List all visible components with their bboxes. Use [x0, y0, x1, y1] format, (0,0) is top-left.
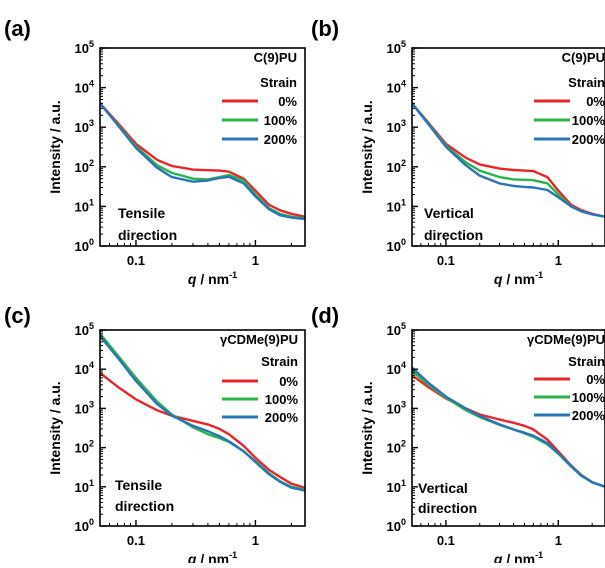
legend-label: 100% — [572, 390, 605, 405]
legend-label: 200% — [264, 132, 298, 147]
sample-name: γCDMe(9)PU — [527, 332, 605, 347]
y-tick-label: 103 — [387, 118, 406, 135]
plot-frame — [99, 47, 306, 247]
x-axis-label: q / nm-1 — [188, 550, 237, 563]
legend-label: 200% — [572, 132, 605, 147]
y-tick-label: 103 — [75, 399, 94, 416]
y-tick-label: 100 — [387, 517, 406, 534]
legend-title: Strain — [261, 354, 298, 369]
panel-label: (b) — [311, 16, 339, 41]
legend-label: 100% — [572, 113, 605, 128]
x-tick-label: 1 — [252, 253, 259, 268]
y-tick-label: 104 — [387, 79, 406, 96]
x-tick-label: 0.1 — [437, 533, 455, 548]
y-tick-label: 100 — [75, 237, 94, 254]
x-axis-label: q / nm-1 — [494, 550, 543, 563]
y-tick-label: 103 — [75, 118, 94, 135]
direction-label-line2: direction — [118, 227, 177, 243]
x-axis-label: q / nm-1 — [494, 270, 543, 287]
series-line-200pct — [100, 335, 305, 492]
panel-label: (a) — [4, 16, 31, 41]
legend-title: Strain — [568, 354, 605, 369]
legend-label: 0% — [278, 94, 297, 109]
legend-title: Strain — [568, 75, 605, 90]
y-tick-label: 104 — [75, 79, 94, 96]
y-axis-label: Intensity / a.u. — [47, 100, 63, 193]
series-line-0pct — [100, 372, 305, 489]
chart-panel-b: (b) 100 101 102 103 104 105 0.1 1 q / nm-1 Intensi… — [311, 16, 605, 287]
y-axis-label: Intensity / a.u. — [47, 381, 63, 474]
y-tick-label: 100 — [387, 237, 406, 254]
x-tick-label: 1 — [555, 533, 562, 548]
y-tick-label: 102 — [75, 439, 94, 456]
y-tick-label: 101 — [387, 478, 406, 495]
x-tick-label: 1 — [555, 253, 562, 268]
y-tick-label: 102 — [387, 439, 406, 456]
y-axis-label: Intensity / a.u. — [359, 100, 375, 193]
direction-label-line1: Tensile — [118, 205, 165, 221]
legend-label: 200% — [265, 410, 299, 425]
x-axis-label: q / nm-1 — [188, 270, 237, 287]
y-axis-label: Intensity / a.u. — [359, 381, 375, 474]
chart-panel-a: (a) 100 101 102 103 104 105 0.1 1 q / nm-1 Intensi… — [4, 16, 306, 287]
plot-frame — [411, 329, 605, 527]
y-tick-label: 100 — [75, 517, 94, 534]
legend-label: 100% — [265, 392, 299, 407]
series-line-200pct — [412, 102, 605, 218]
y-tick-label: 102 — [387, 158, 406, 175]
direction-label-line1: Vertical — [418, 480, 468, 496]
y-tick-label: 103 — [387, 399, 406, 416]
sample-name: C(9)PU — [254, 50, 297, 65]
plot-frame — [411, 47, 605, 247]
direction-label-line2: direction — [418, 500, 477, 516]
x-tick-label: 1 — [252, 533, 259, 548]
x-tick-label: 0.1 — [127, 533, 145, 548]
legend-label: 100% — [264, 113, 298, 128]
chart-panel-d: (d) 100 101 102 103 104 105 0.1 1 q / nm-1 Intensi… — [311, 303, 605, 567]
y-tick-label: 105 — [75, 321, 94, 338]
y-tick-label: 104 — [75, 360, 94, 377]
y-tick-label: 101 — [75, 197, 94, 214]
y-tick-label: 102 — [75, 158, 94, 175]
sample-name: γCDMe(9)PU — [220, 332, 298, 347]
series-line-200pct — [412, 366, 605, 488]
direction-label-line2: direction — [115, 498, 174, 514]
direction-label-line1: Tensile — [115, 477, 162, 493]
y-tick-label: 101 — [75, 478, 94, 495]
panel-label: (d) — [311, 303, 339, 328]
y-tick-label: 101 — [387, 197, 406, 214]
x-tick-label: 0.1 — [437, 253, 455, 268]
plot-frame — [99, 329, 306, 527]
y-tick-label: 104 — [387, 360, 406, 377]
direction-label-line1: Vertical — [424, 205, 474, 221]
legend-label: 200% — [572, 408, 605, 423]
y-tick-label: 105 — [75, 39, 94, 56]
legend-title: Strain — [260, 75, 297, 90]
direction-label-line2: direction — [424, 227, 483, 243]
series-line-200pct — [100, 102, 305, 221]
panel-label: (c) — [4, 303, 31, 328]
legend-label: 0% — [586, 372, 605, 387]
legend-label: 0% — [586, 94, 605, 109]
y-tick-label: 105 — [387, 39, 406, 56]
y-tick-label: 105 — [387, 321, 406, 338]
sample-name: C(9)PU — [562, 50, 605, 65]
x-tick-label: 0.1 — [127, 253, 145, 268]
legend-label: 0% — [279, 374, 298, 389]
chart-panel-c: (c) 100 101 102 103 104 105 0.1 1 q / nm-1 Intensi… — [4, 303, 306, 567]
series-line-0pct — [100, 102, 305, 218]
